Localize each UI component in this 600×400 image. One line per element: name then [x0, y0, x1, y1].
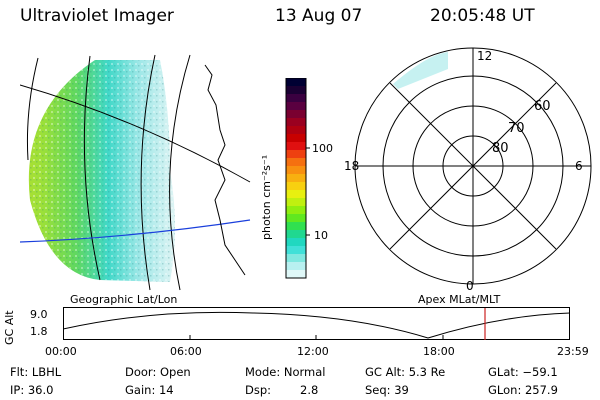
mlat-label-80: 80: [492, 141, 509, 156]
polar-plot: 12 18 6 0 60 70 80: [344, 47, 592, 293]
altitude-xtick-0600: 06:00: [170, 345, 202, 358]
seq-info: Seq: 39: [365, 383, 409, 397]
colorbar-swatch: [286, 102, 306, 111]
mode-info: Mode: Normal: [245, 365, 326, 379]
filter-info: Flt: LBHL: [10, 365, 62, 379]
colorbar-swatch: [286, 94, 306, 103]
coastline: [204, 64, 246, 276]
colorbar-swatch: [286, 198, 306, 207]
altitude-ylabel: GC Alt: [3, 310, 16, 345]
colorbar-tick-10: 10: [314, 229, 328, 242]
colorbar-swatch: [286, 166, 306, 175]
dayside-line: [20, 219, 251, 243]
colorbar-swatch: [286, 190, 306, 199]
gc-alt-info: GC Alt: 5.3 Re: [365, 365, 446, 379]
colorbar-swatch: [286, 246, 306, 255]
altitude-xtick-1800: 18:00: [423, 345, 455, 358]
altitude-plot: [63, 307, 571, 340]
altitude-ytick-9: 9.0: [30, 308, 48, 321]
altitude-ytick-1-8: 1.8: [30, 325, 48, 338]
colorbar-swatch: [286, 222, 306, 231]
colorbar-swatch: [286, 142, 306, 151]
polar-panel-label: Apex MLat/MLT: [418, 293, 501, 306]
colorbar-swatch: [286, 134, 306, 143]
colorbar-swatch: [286, 262, 306, 271]
ip-info: IP: 36.0: [10, 383, 54, 397]
altitude-xtick-1200: 12:00: [297, 345, 329, 358]
colorbar-scale: [286, 78, 306, 279]
dsp-label: Dsp:: [245, 383, 272, 397]
polar-aurora-patch: [393, 52, 448, 89]
mlat-label-70: 70: [508, 121, 525, 136]
colorbar-swatch: [286, 78, 306, 87]
colorbar-swatch: [286, 150, 306, 159]
altitude-xtick-0000: 00:00: [45, 345, 77, 358]
aurora-image: [28, 60, 175, 282]
colorbar-swatch: [286, 238, 306, 247]
date-label: 13 Aug 07: [275, 6, 363, 26]
instrument-title: Ultraviolet Imager: [20, 6, 174, 26]
colorbar-swatch: [286, 110, 306, 119]
glat-info: GLat: −59.1: [488, 365, 558, 379]
colorbar: [285, 78, 310, 279]
colorbar-swatch: [286, 214, 306, 223]
altitude-xtick-2359: 23:59: [557, 345, 589, 358]
dsp-value: 2.8: [300, 383, 319, 397]
mlt-label-18: 18: [344, 159, 359, 173]
colorbar-swatch: [286, 230, 306, 239]
colorbar-tick-100: 100: [312, 142, 333, 155]
colorbar-swatch: [286, 126, 306, 135]
colorbar-swatch: [286, 86, 306, 95]
geographic-grid: [20, 54, 251, 291]
gain-info: Gain: 14: [125, 383, 174, 397]
colorbar-swatch: [286, 206, 306, 215]
colorbar-swatch: [286, 118, 306, 127]
mlt-label-0: 0: [466, 279, 474, 293]
time-label: 20:05:48 UT: [430, 6, 535, 26]
mlat-label-60: 60: [534, 99, 551, 114]
colorbar-swatch: [286, 254, 306, 263]
geographic-image-panel: [20, 54, 251, 291]
colorbar-swatch: [286, 174, 306, 183]
colorbar-swatch: [286, 182, 306, 191]
colorbar-swatch: [286, 158, 306, 167]
mlt-label-6: 6: [575, 159, 583, 173]
colorbar-swatch: [286, 270, 306, 279]
mlt-label-12: 12: [477, 49, 492, 63]
glon-info: GLon: 257.9: [488, 383, 558, 397]
colorbar-unit-label: photon cm⁻²s⁻¹: [260, 154, 273, 240]
door-info: Door: Open: [125, 365, 191, 379]
altitude-curve: [63, 311, 571, 339]
geographic-panel-label: Geographic Lat/Lon: [70, 293, 178, 306]
polar-grid: [354, 47, 592, 285]
